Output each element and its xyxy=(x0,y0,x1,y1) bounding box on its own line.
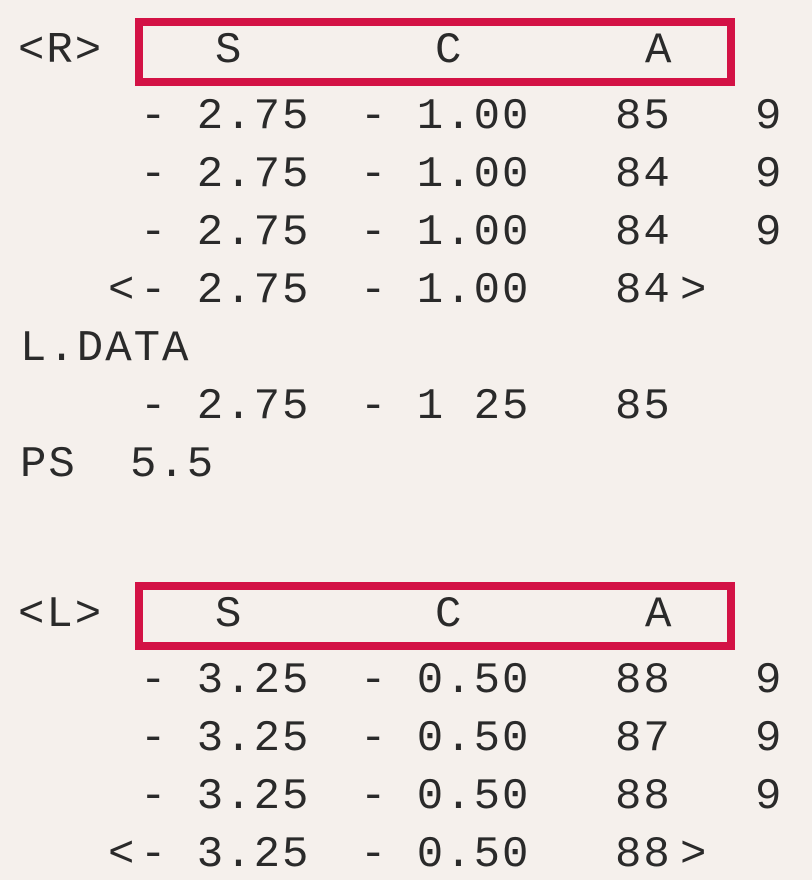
l-row2-a: 88 xyxy=(615,772,672,822)
l-sum-open: < xyxy=(108,830,136,880)
l-row1-c: - 0.50 xyxy=(360,714,530,764)
l-row0-q: 9 xyxy=(755,656,783,706)
r-sum-a: 84 xyxy=(615,266,672,316)
ps-label: PS xyxy=(20,440,77,490)
col-s-r: S xyxy=(215,26,243,76)
l-row1-q: 9 xyxy=(755,714,783,764)
ldata-c: - 1 25 xyxy=(360,382,530,432)
ldata-s: - 2.75 xyxy=(140,382,310,432)
col-a-r: A xyxy=(645,26,673,76)
r-sum-open: < xyxy=(108,266,136,316)
ldata-a: 85 xyxy=(615,382,672,432)
col-s-l: S xyxy=(215,590,243,640)
l-sum-s: - 3.25 xyxy=(140,830,310,880)
col-c-r: C xyxy=(435,26,463,76)
section-r-label: <R> xyxy=(18,26,103,76)
r-row0-a: 85 xyxy=(615,92,672,142)
ps-value: 5.5 xyxy=(130,440,215,490)
r-row2-q: 9 xyxy=(755,208,783,258)
r-sum-close: > xyxy=(680,266,708,316)
l-row0-a: 88 xyxy=(615,656,672,706)
col-a-l: A xyxy=(645,590,673,640)
l-row0-s: - 3.25 xyxy=(140,656,310,706)
r-sum-c: - 1.00 xyxy=(360,266,530,316)
l-row1-a: 87 xyxy=(615,714,672,764)
r-row1-a: 84 xyxy=(615,150,672,200)
l-row2-c: - 0.50 xyxy=(360,772,530,822)
r-row2-s: - 2.75 xyxy=(140,208,310,258)
l-row0-c: - 0.50 xyxy=(360,656,530,706)
r-sum-s: - 2.75 xyxy=(140,266,310,316)
l-row2-q: 9 xyxy=(755,772,783,822)
l-sum-a: 88 xyxy=(615,830,672,880)
r-row0-c: - 1.00 xyxy=(360,92,530,142)
r-row1-q: 9 xyxy=(755,150,783,200)
r-row1-c: - 1.00 xyxy=(360,150,530,200)
r-row2-c: - 1.00 xyxy=(360,208,530,258)
r-row2-a: 84 xyxy=(615,208,672,258)
r-row0-s: - 2.75 xyxy=(140,92,310,142)
l-sum-close: > xyxy=(680,830,708,880)
l-row1-s: - 3.25 xyxy=(140,714,310,764)
ldata-label: L.DATA xyxy=(20,324,190,374)
section-l-label: <L> xyxy=(18,590,103,640)
r-row1-s: - 2.75 xyxy=(140,150,310,200)
r-row0-q: 9 xyxy=(755,92,783,142)
l-row2-s: - 3.25 xyxy=(140,772,310,822)
col-c-l: C xyxy=(435,590,463,640)
l-sum-c: - 0.50 xyxy=(360,830,530,880)
